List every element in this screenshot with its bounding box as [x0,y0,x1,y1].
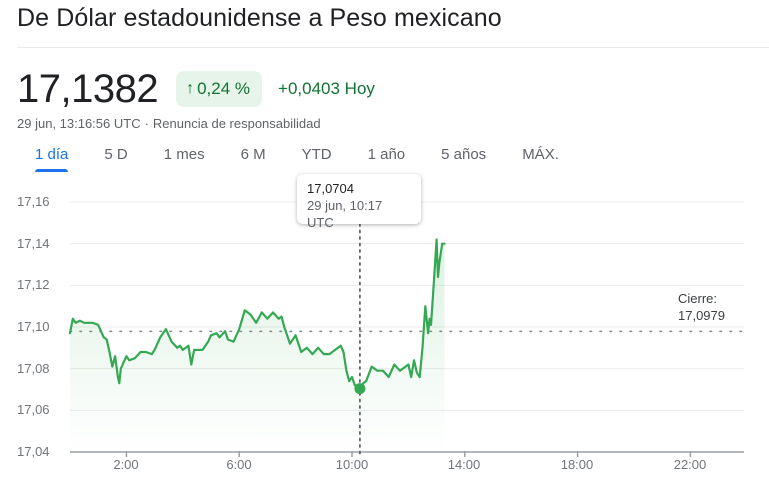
tab-6-months[interactable]: 6 M [240,146,266,163]
arrow-up-icon: ↑ [186,80,195,97]
close-label: Cierre: [678,291,718,306]
change-percent-badge: ↑ 0,24 % [176,71,263,107]
disclaimer-link[interactable]: Renuncia de responsabilidad [152,116,321,131]
separator: · [144,116,149,131]
change-percent: 0,24 % [197,79,251,98]
x-tick: 14:00 [447,457,481,472]
y-tick: 17,08 [17,361,50,376]
change-absolute: +0,0403 Hoy [278,79,375,98]
x-tick: 22:00 [673,457,707,472]
y-tick: 17,04 [17,444,50,459]
close-value: 17,0979 [678,308,725,323]
title-divider [17,47,769,48]
price-chart[interactable]: 17,16 17,14 17,12 17,10 17,08 17,06 17,0… [0,174,769,498]
y-tick: 17,12 [17,277,50,292]
range-tabs: 1 día 5 D 1 mes 6 M YTD 1 año 5 años MÁX… [17,144,577,172]
chart-plot[interactable] [0,180,769,498]
current-price: 17,1382 [17,67,159,111]
x-tick: 18:00 [560,457,594,472]
y-tick: 17,14 [17,236,50,251]
page-title: De Dólar estadounidense a Peso mexicano [17,4,502,32]
hover-tooltip: 17,0704 29 jun, 10:17 UTC [297,174,421,230]
tooltip-time: 29 jun, 10:17 UTC [307,198,383,230]
tab-1-year[interactable]: 1 año [367,146,406,163]
tab-1-month[interactable]: 1 mes [163,146,205,163]
y-tick: 17,16 [17,194,50,209]
quote-timestamp: 29 jun, 13:16:56 UTC [17,116,141,131]
y-tick: 17,06 [17,402,50,417]
tooltip-value: 17,0704 [307,181,354,196]
tab-1-day[interactable]: 1 día [17,144,86,172]
x-tick: 6:00 [226,457,252,472]
quote-row: 17,1382 ↑ 0,24 % +0,0403 Hoy [17,66,375,112]
tab-ytd[interactable]: YTD [301,146,332,163]
tab-5-days[interactable]: 5 D [104,146,128,163]
y-tick: 17,10 [17,319,50,334]
x-tick: 10:00 [335,457,369,472]
close-annotation: Cierre: 17,0979 [678,290,725,324]
tab-max[interactable]: MÁX. [522,146,559,163]
quote-meta: 29 jun, 13:16:56 UTC · Renuncia de respons… [17,116,321,131]
tab-5-years[interactable]: 5 años [441,146,487,163]
x-tick: 2:00 [113,457,139,472]
